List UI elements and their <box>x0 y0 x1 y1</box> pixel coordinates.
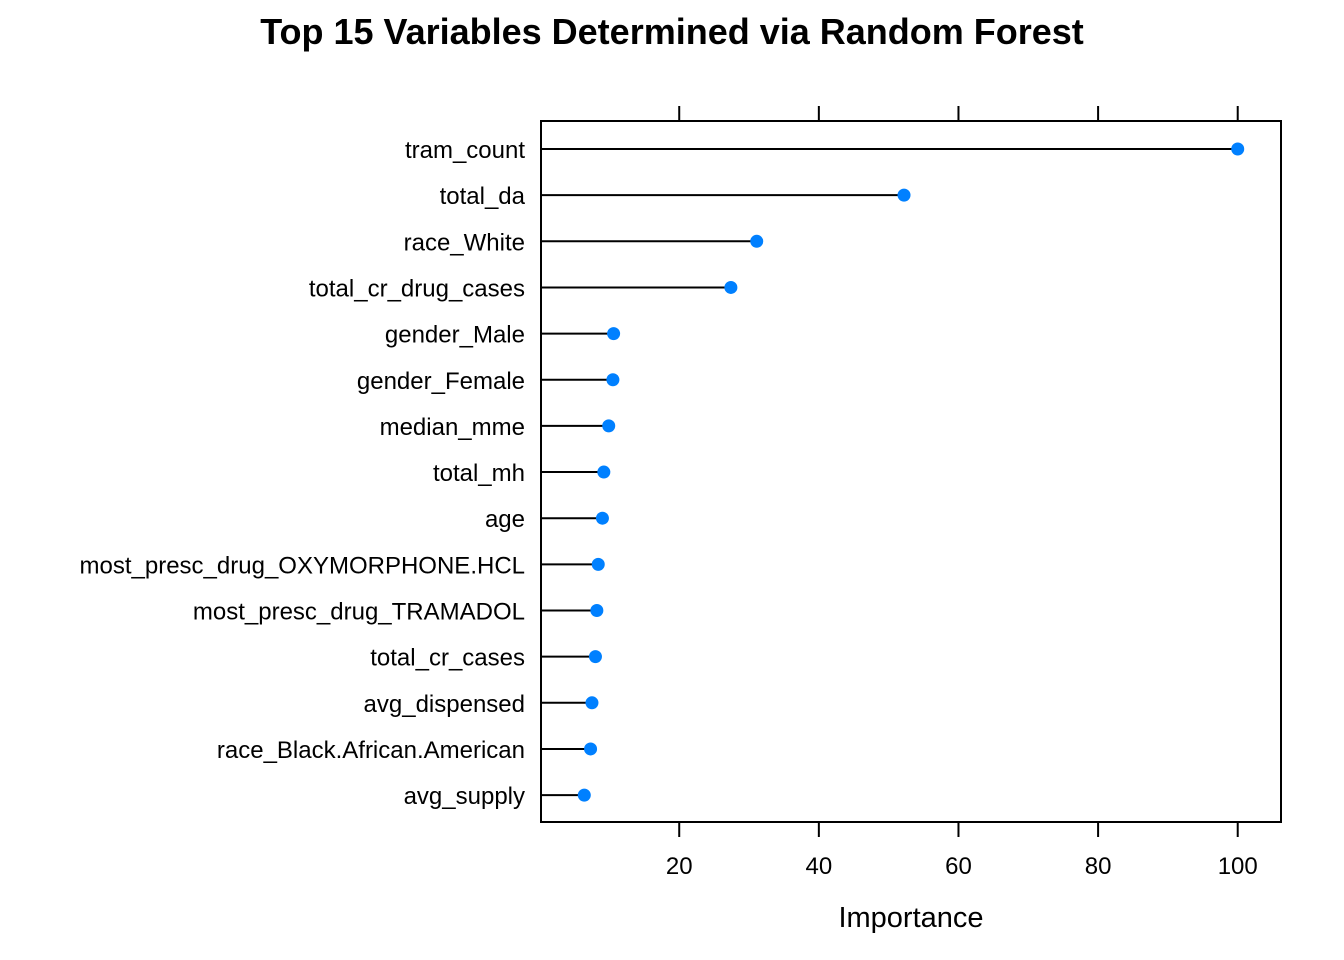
importance-point <box>602 419 616 433</box>
importance-point <box>577 788 591 802</box>
top-axis-ticks <box>678 106 1239 121</box>
x-tick-label: 100 <box>1218 853 1258 880</box>
importance-point <box>606 373 620 387</box>
importance-point <box>750 234 764 248</box>
importance-point <box>595 511 609 525</box>
importance-point <box>585 696 599 710</box>
importance-point <box>590 604 604 617</box>
importance-point <box>607 327 621 341</box>
x-tick-label: 80 <box>1085 853 1112 880</box>
category-label: total_cr_drug_cases <box>309 275 525 302</box>
importance-point <box>724 280 738 294</box>
importance-point <box>1231 142 1245 156</box>
importance-point <box>584 742 598 756</box>
bottom-axis-ticks <box>678 822 1239 837</box>
category-label: total_mh <box>433 460 525 487</box>
category-label: gender_Male <box>385 322 525 349</box>
x-tick-labels: 20 40 60 80 100 <box>666 853 1258 880</box>
category-label: age <box>485 506 525 533</box>
category-labels: tram_count total_da race_White total_cr_dru… <box>80 137 526 810</box>
category-label: gender_Female <box>357 368 525 395</box>
category-label: avg_supply <box>404 783 525 810</box>
category-label: race_Black.African.American <box>217 737 525 764</box>
category-label: median_mme <box>380 414 525 441</box>
category-label: most_presc_drug_OXYMORPHONE.HCL <box>80 552 525 579</box>
importance-point <box>597 465 611 479</box>
importance-point <box>897 188 911 202</box>
category-label: total_da <box>440 183 526 210</box>
plot-frame <box>540 120 1282 823</box>
x-tick-label: 40 <box>805 853 832 880</box>
x-tick-label: 20 <box>666 853 693 880</box>
category-label: most_presc_drug_TRAMADOL <box>193 599 525 626</box>
importance-points <box>577 142 1245 802</box>
category-label: tram_count <box>405 137 525 164</box>
category-label: avg_dispensed <box>364 691 525 718</box>
category-label: race_White <box>404 229 525 256</box>
category-label: total_cr_cases <box>370 645 525 672</box>
chart-title: Top 15 Variables Determined via Random F… <box>260 11 1084 52</box>
x-axis-label: Importance <box>838 902 983 934</box>
x-tick-label: 60 <box>945 853 972 880</box>
lollipop-stems <box>541 148 1238 797</box>
importance-point <box>588 650 602 664</box>
importance-point <box>591 557 605 571</box>
